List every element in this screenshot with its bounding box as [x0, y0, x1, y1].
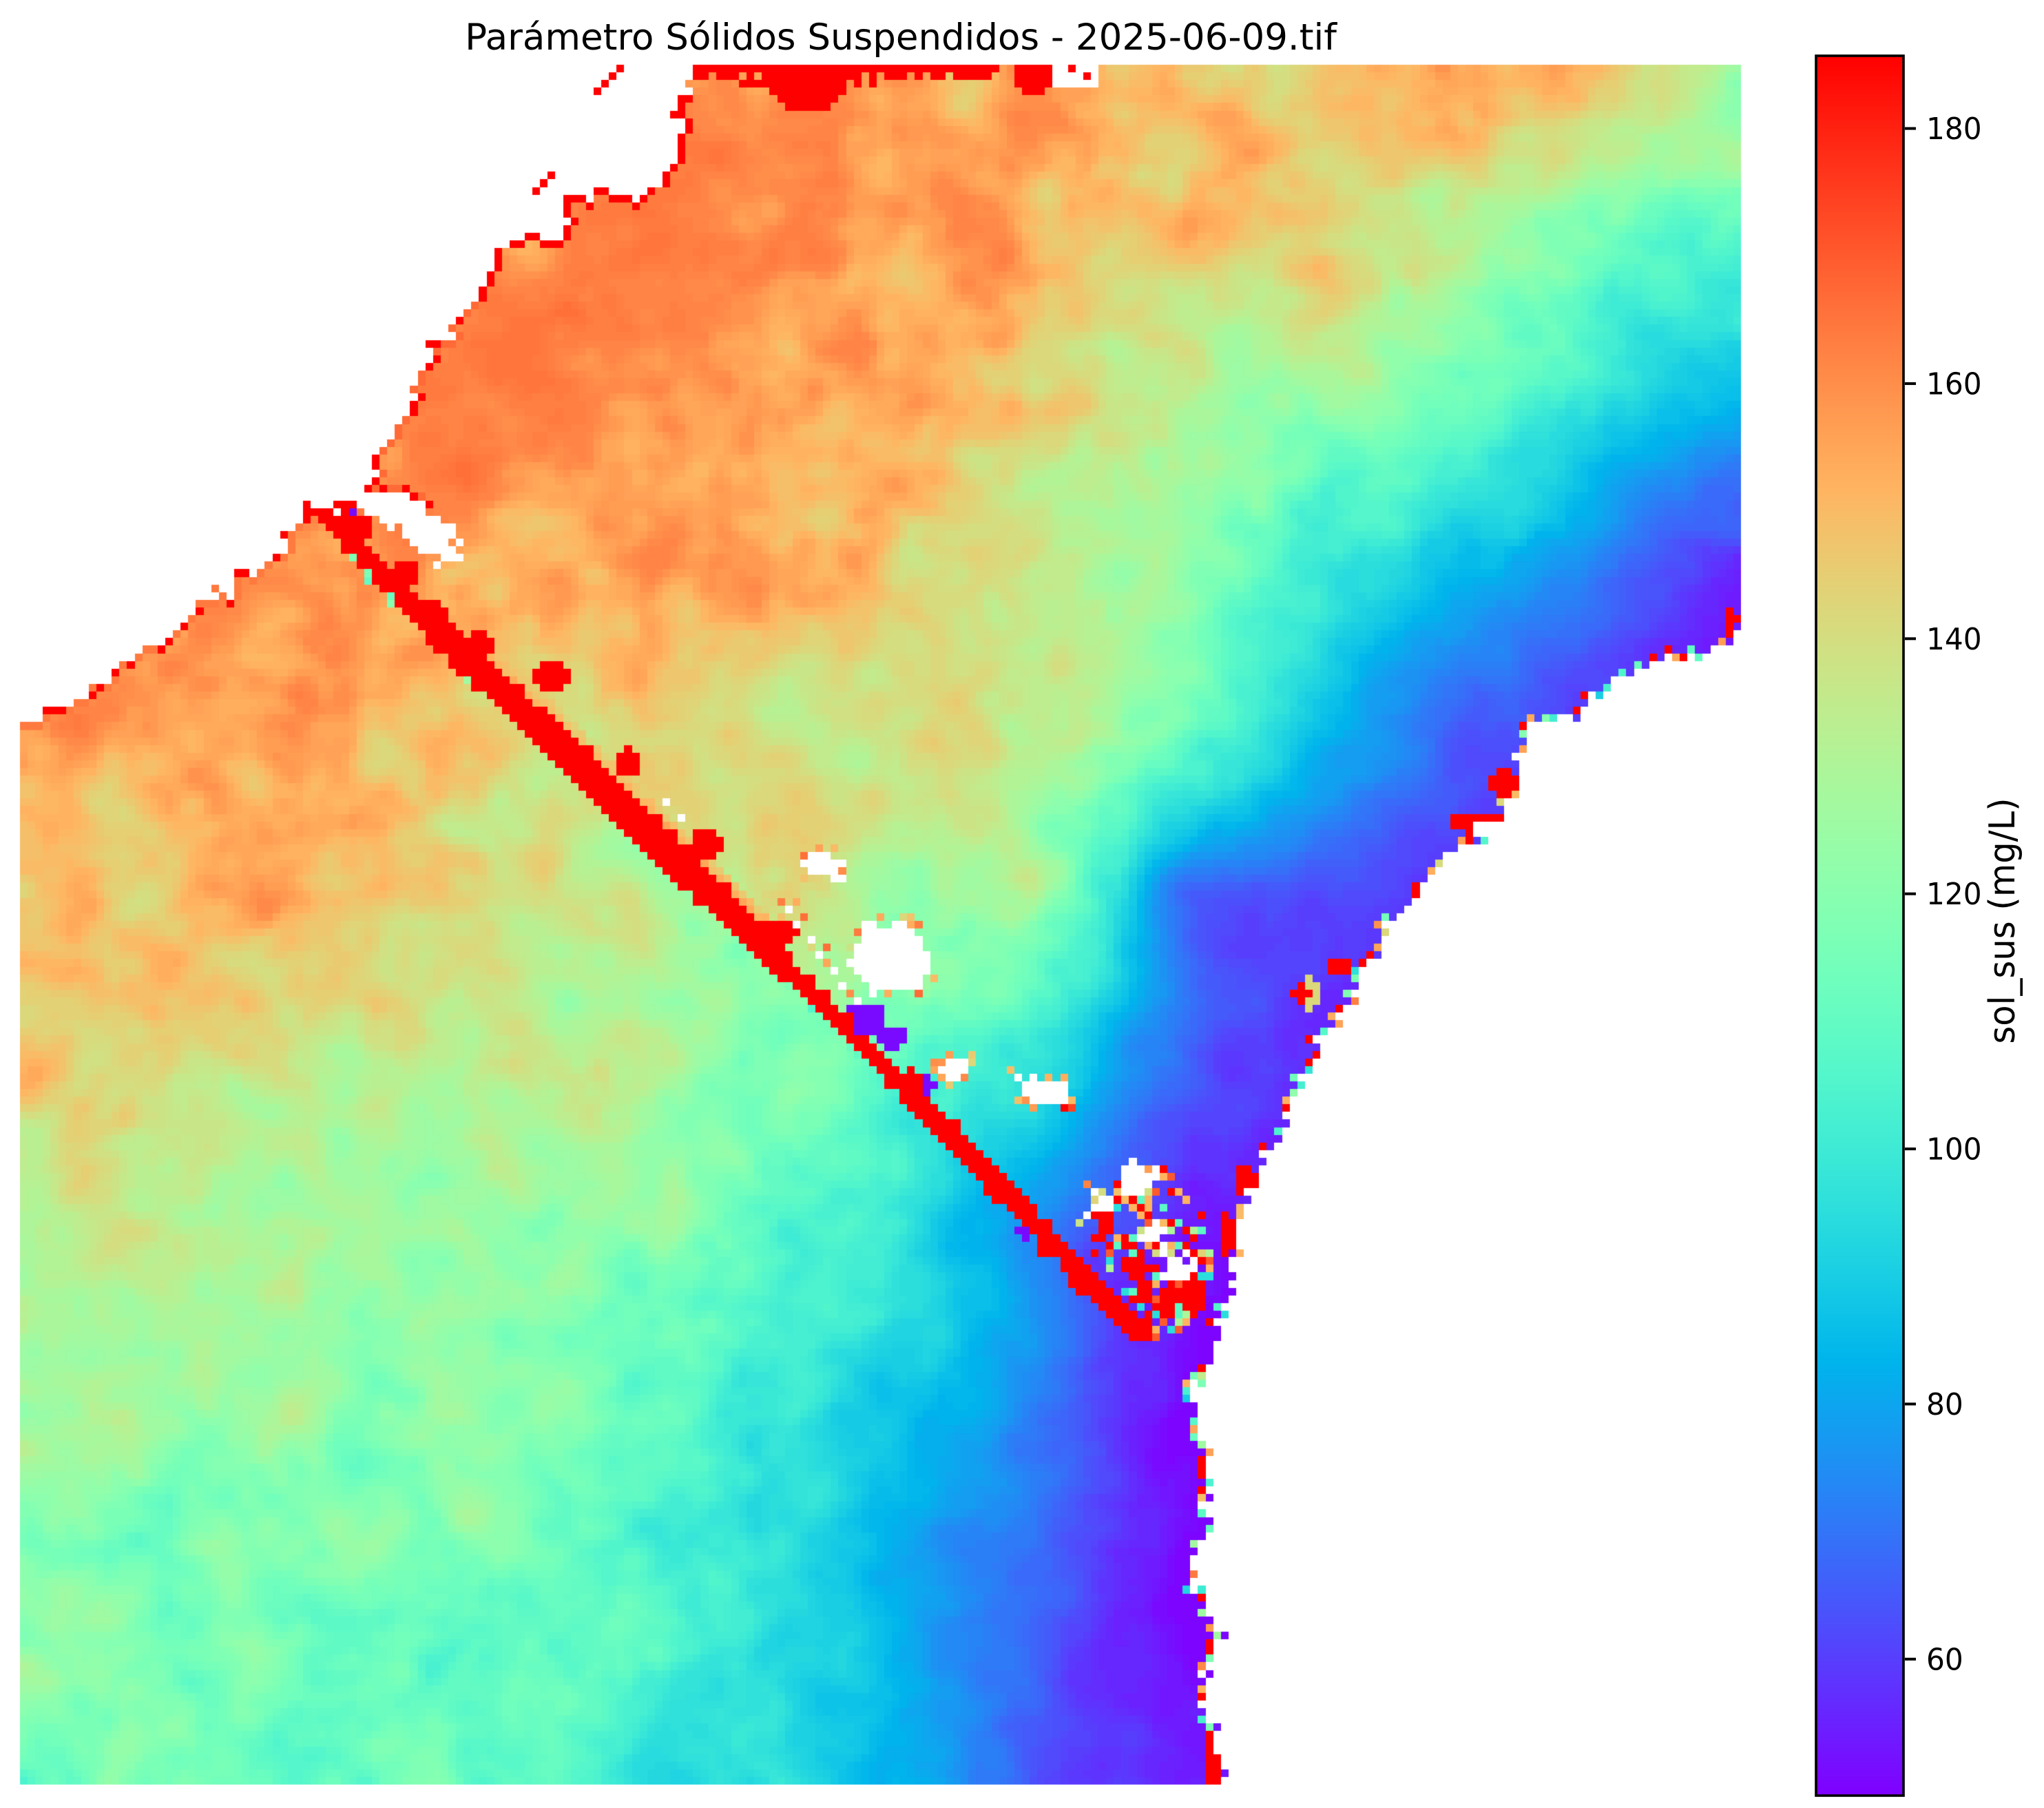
colorbar-tick-label: 100 [1926, 1132, 1982, 1167]
colorbar-tick-label: 80 [1926, 1387, 1963, 1422]
colorbar-tick-label: 60 [1926, 1643, 1963, 1678]
chart-title: Parámetro Sólidos Suspendidos - 2025-06-… [465, 17, 1337, 59]
colorbar-tick-label: 120 [1926, 877, 1982, 912]
colorbar-border [1815, 54, 1905, 1797]
colorbar-label: sol_sus (mg/L) [1981, 798, 2023, 1043]
colorbar-ticks: 60 80 100 120 140 160 180 [1905, 112, 1982, 1678]
colorbar-tick-label: 160 [1926, 367, 1982, 402]
colorbar-tick-label: 180 [1926, 112, 1982, 147]
colorbar-tick-label: 140 [1926, 622, 1982, 657]
